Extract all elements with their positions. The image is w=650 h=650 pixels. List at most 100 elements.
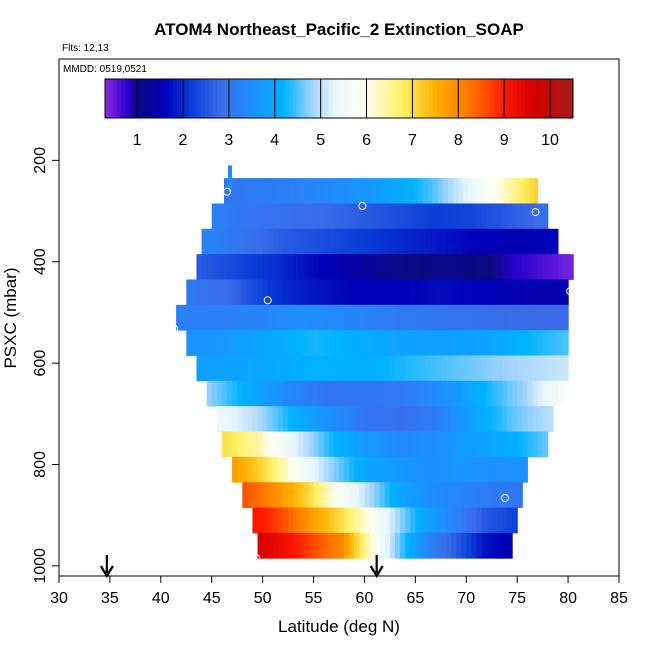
heatmap-cell	[537, 431, 544, 458]
heatmap-cell	[456, 482, 462, 508]
heatmap-cell	[344, 304, 350, 331]
heatmap-cell	[445, 355, 452, 382]
heatmap-cell	[303, 254, 310, 280]
heatmap-cell	[313, 380, 320, 407]
heatmap-cell	[501, 532, 508, 559]
heatmap-cell	[201, 279, 208, 306]
heatmap-cell	[221, 279, 228, 306]
heatmap-cell	[400, 279, 406, 306]
heatmap-cell	[344, 228, 350, 255]
heatmap-cell	[473, 178, 480, 204]
heatmap-cell	[298, 380, 304, 407]
heatmap-cell	[501, 431, 508, 458]
heatmap-cell	[466, 507, 472, 534]
colorbar-border	[104, 78, 574, 119]
heatmap-cell	[303, 228, 310, 255]
heatmap-cell	[512, 330, 518, 356]
heatmap-cell	[507, 456, 513, 483]
colorbar-tick-label: 10	[541, 132, 559, 149]
heatmap-cell	[435, 304, 442, 331]
heatmap-cell	[507, 304, 513, 331]
heatmap-cell	[537, 203, 544, 230]
heatmap-cell	[257, 279, 264, 306]
heatmap-cell	[272, 406, 279, 432]
heatmap-cell	[277, 203, 284, 230]
heatmap-cell	[364, 254, 371, 280]
heatmap-cell	[486, 456, 493, 483]
heatmap-cell	[323, 380, 330, 407]
heatmap-cell	[267, 330, 274, 356]
heatmap-cell	[288, 406, 294, 432]
heatmap-cell	[364, 304, 371, 331]
heatmap-cell	[227, 330, 233, 356]
heatmap-cell	[476, 380, 483, 407]
x-tick-label: 85	[610, 590, 628, 607]
heatmap-cell	[491, 355, 498, 382]
heatmap-cell	[451, 507, 457, 534]
heatmap-cell	[257, 456, 264, 483]
heatmap-cell	[522, 330, 528, 356]
heatmap-cell	[328, 406, 335, 432]
heatmap-cell	[272, 254, 279, 280]
heatmap-cell	[512, 355, 518, 382]
heatmap-cell	[293, 228, 299, 255]
heatmap-cell	[242, 431, 248, 458]
heatmap-cell	[339, 380, 345, 407]
heatmap-cell	[293, 482, 299, 508]
heatmap-cell	[405, 406, 411, 432]
heatmap-cell	[359, 380, 366, 407]
heatmap-cell	[440, 406, 447, 432]
heatmap-cell	[315, 178, 322, 204]
heatmap-cell	[313, 228, 320, 255]
heatmap-cell	[252, 431, 259, 458]
heatmap-cell	[517, 254, 523, 280]
colorbar-tick-label: 8	[454, 132, 463, 149]
heatmap-cell	[435, 380, 442, 407]
heatmap-cell	[364, 279, 371, 306]
y-tick-label: 800	[32, 451, 49, 478]
heatmap-cell	[476, 456, 483, 483]
heatmap-cell	[262, 380, 269, 407]
heatmap-cell	[389, 380, 396, 407]
heatmap-cell	[542, 380, 549, 407]
heatmap-cell	[227, 228, 233, 255]
heatmap-cell	[501, 456, 508, 483]
heatmap-cell	[389, 406, 396, 432]
y-axis-label: PSXC (mbar)	[1, 267, 20, 368]
heatmap-cell	[313, 431, 320, 458]
heatmap-cell	[206, 355, 213, 382]
heatmap-cell	[476, 330, 483, 356]
heatmap-cell	[328, 203, 335, 230]
heatmap-cell	[410, 254, 416, 280]
colorbar-segment	[497, 79, 502, 118]
heatmap-cell	[349, 228, 355, 255]
heatmap-cell	[456, 532, 462, 559]
heatmap-cell	[242, 279, 248, 306]
colorbar-segment	[121, 79, 126, 118]
heatmap-cell	[537, 355, 544, 382]
heatmap-cell	[262, 254, 269, 280]
heatmap-cell	[445, 406, 452, 432]
heatmap-cell	[517, 380, 523, 407]
heatmap-cell	[237, 380, 243, 407]
heatmap-cell	[496, 482, 503, 508]
heatmap-cell	[354, 456, 360, 483]
heatmap-cell	[369, 456, 376, 483]
heatmap-cell	[293, 456, 299, 483]
heatmap-cell	[333, 380, 340, 407]
heatmap-cell	[262, 532, 269, 559]
heatmap-cell	[369, 355, 376, 382]
heatmap-cell	[242, 406, 248, 432]
heatmap-cell	[430, 355, 437, 382]
heatmap-cell	[532, 254, 539, 280]
heatmap-cell	[374, 304, 381, 331]
heatmap-cell	[395, 482, 401, 508]
heatmap-cell	[313, 456, 320, 483]
heatmap-cell	[196, 330, 203, 356]
heatmap-cell	[507, 203, 513, 230]
heatmap-cell	[333, 532, 340, 559]
heatmap-cell	[527, 304, 534, 331]
heatmap-cell	[323, 456, 330, 483]
heatmap-cell	[405, 507, 411, 534]
heatmap-cell	[379, 203, 386, 230]
